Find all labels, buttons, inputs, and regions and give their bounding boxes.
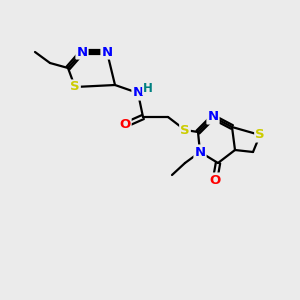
Text: S: S bbox=[180, 124, 190, 136]
Text: N: N bbox=[132, 86, 144, 100]
Text: N: N bbox=[207, 110, 219, 124]
Text: N: N bbox=[101, 46, 112, 59]
Text: N: N bbox=[194, 146, 206, 158]
Text: O: O bbox=[209, 173, 220, 187]
Text: O: O bbox=[119, 118, 130, 131]
Text: S: S bbox=[70, 80, 80, 94]
Text: N: N bbox=[76, 46, 88, 59]
Text: S: S bbox=[255, 128, 265, 142]
Text: H: H bbox=[143, 82, 153, 94]
